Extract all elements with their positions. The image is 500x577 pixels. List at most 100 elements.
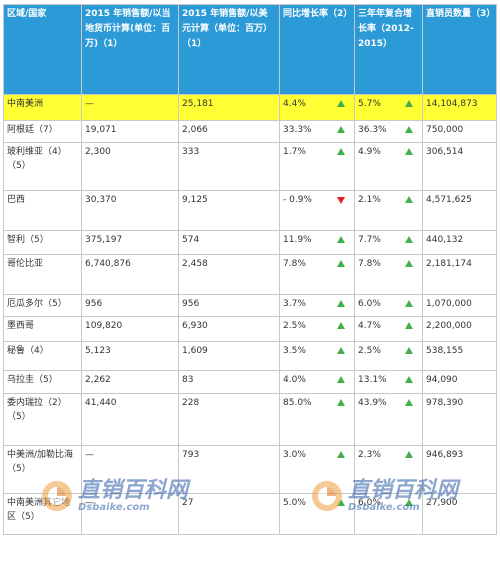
yoy-cell: 85.0% bbox=[279, 393, 355, 446]
cagr-cell: 6.0% bbox=[354, 294, 423, 317]
cagr-cell: 6.0% bbox=[354, 493, 423, 535]
yoy-cell-value: 4.4% bbox=[283, 99, 306, 109]
region-cell-value: 玻利维亚（4）（5） bbox=[7, 147, 67, 171]
yoy-cell-value: 5.0% bbox=[283, 498, 306, 508]
arrow-up-icon bbox=[405, 260, 413, 267]
usd-sales-cell-value: 83 bbox=[182, 375, 194, 385]
region-cell-value: 中南美洲其它地区（5） bbox=[7, 498, 71, 522]
reps-cell-value: 538,155 bbox=[426, 346, 464, 356]
arrow-up-icon bbox=[405, 376, 413, 383]
reps-cell: 4,571,625 bbox=[422, 190, 497, 231]
arrow-up-icon bbox=[337, 322, 345, 329]
header-reps: 直销员数量（3） bbox=[422, 4, 497, 95]
header-yoy-growth: 同比增长率（2） bbox=[279, 4, 355, 95]
usd-sales-cell: 25,181 bbox=[178, 94, 280, 121]
local-sales-cell: 5,123 bbox=[81, 341, 179, 371]
cagr-cell-value: 2.5% bbox=[358, 346, 381, 356]
table-row: 乌拉圭（5） 2,262 83 4.0% 13.1% 94,090 bbox=[3, 370, 497, 394]
local-sales-cell-value: 956 bbox=[85, 299, 103, 309]
reps-cell-value: 440,132 bbox=[426, 235, 464, 245]
cagr-cell-value: 6.0% bbox=[358, 299, 381, 309]
region-cell-value: 委内瑞拉（2）（5） bbox=[7, 398, 67, 422]
yoy-cell: 4.4% bbox=[279, 94, 355, 121]
reps-cell-value: 306,514 bbox=[426, 147, 464, 157]
sales-table: 区域/国家 2015 年销售额/以当地货币计算(单位：百万)（1） 2015 年… bbox=[3, 4, 497, 535]
region-cell: 巴西 bbox=[3, 190, 82, 231]
local-sales-cell: — bbox=[81, 493, 179, 535]
usd-sales-cell-value: 2,066 bbox=[182, 125, 208, 135]
usd-sales-cell-value: 333 bbox=[182, 147, 200, 157]
usd-sales-cell: 2,066 bbox=[178, 120, 280, 143]
local-sales-cell: 41,440 bbox=[81, 393, 179, 446]
cagr-cell: 2.3% bbox=[354, 445, 423, 494]
usd-sales-cell: 9,125 bbox=[178, 190, 280, 231]
yoy-cell: 33.3% bbox=[279, 120, 355, 143]
reps-cell: 94,090 bbox=[422, 370, 497, 394]
yoy-cell: 1.7% bbox=[279, 142, 355, 191]
usd-sales-cell-value: 2,458 bbox=[182, 259, 208, 269]
reps-cell-value: 946,893 bbox=[426, 450, 464, 460]
cagr-cell: 2.1% bbox=[354, 190, 423, 231]
region-cell: 乌拉圭（5） bbox=[3, 370, 82, 394]
local-sales-cell: — bbox=[81, 445, 179, 494]
yoy-cell: 5.0% bbox=[279, 493, 355, 535]
table-row: 中南美洲 — 25,181 4.4% 5.7% 14,104,873 bbox=[3, 94, 497, 121]
region-cell: 阿根廷（7） bbox=[3, 120, 82, 143]
arrow-up-icon bbox=[405, 322, 413, 329]
local-sales-cell-value: 109,820 bbox=[85, 321, 123, 331]
table-row: 哥伦比亚 6,740,876 2,458 7.8% 7.8% 2,181,174 bbox=[3, 254, 497, 295]
yoy-cell: 3.7% bbox=[279, 294, 355, 317]
region-cell-value: 中美洲/加勒比海（5） bbox=[7, 450, 74, 474]
table-row: 墨西哥 109,820 6,930 2.5% 4.7% 2,200,000 bbox=[3, 316, 497, 342]
cagr-cell-value: 2.1% bbox=[358, 195, 381, 205]
usd-sales-cell: 6,930 bbox=[178, 316, 280, 342]
reps-cell: 14,104,873 bbox=[422, 94, 497, 121]
reps-cell-value: 94,090 bbox=[426, 375, 458, 385]
yoy-cell-value: 3.5% bbox=[283, 346, 306, 356]
usd-sales-cell-value: 27 bbox=[182, 498, 194, 508]
reps-cell-value: 978,390 bbox=[426, 398, 464, 408]
yoy-cell-value: 1.7% bbox=[283, 147, 306, 157]
local-sales-cell-value: 2,300 bbox=[85, 147, 111, 157]
cagr-cell-value: 6.0% bbox=[358, 498, 381, 508]
region-cell: 中南美洲 bbox=[3, 94, 82, 121]
cagr-cell-value: 43.9% bbox=[358, 398, 387, 408]
arrow-up-icon bbox=[405, 347, 413, 354]
region-cell-value: 智利（5） bbox=[7, 235, 49, 245]
region-cell: 玻利维亚（4）（5） bbox=[3, 142, 82, 191]
region-cell-value: 哥伦比亚 bbox=[7, 259, 44, 269]
local-sales-cell-value: — bbox=[85, 450, 94, 460]
yoy-cell-value: 3.0% bbox=[283, 450, 306, 460]
cagr-cell-value: 2.3% bbox=[358, 450, 381, 460]
region-cell-value: 中南美洲 bbox=[7, 99, 44, 109]
region-cell-value: 巴西 bbox=[7, 195, 26, 205]
region-cell: 墨西哥 bbox=[3, 316, 82, 342]
header-region: 区域/国家 bbox=[3, 4, 82, 95]
usd-sales-cell-value: 574 bbox=[182, 235, 200, 245]
table-header-row: 区域/国家 2015 年销售额/以当地货币计算(单位：百万)（1） 2015 年… bbox=[3, 4, 497, 95]
yoy-cell: 4.0% bbox=[279, 370, 355, 394]
cagr-cell: 36.3% bbox=[354, 120, 423, 143]
arrow-up-icon bbox=[337, 399, 345, 406]
arrow-up-icon bbox=[337, 347, 345, 354]
table-row: 委内瑞拉（2）（5） 41,440 228 85.0% 43.9% 978,390 bbox=[3, 393, 497, 446]
cagr-cell-value: 4.9% bbox=[358, 147, 381, 157]
yoy-cell-value: 4.0% bbox=[283, 375, 306, 385]
cagr-cell-value: 7.8% bbox=[358, 259, 381, 269]
region-cell: 哥伦比亚 bbox=[3, 254, 82, 295]
arrow-up-icon bbox=[405, 499, 413, 506]
local-sales-cell-value: 375,197 bbox=[85, 235, 123, 245]
table-row: 秘鲁（4） 5,123 1,609 3.5% 2.5% 538,155 bbox=[3, 341, 497, 371]
arrow-up-icon bbox=[405, 236, 413, 243]
arrow-up-icon bbox=[405, 196, 413, 203]
local-sales-cell: 2,300 bbox=[81, 142, 179, 191]
yoy-cell-value: - 0.9% bbox=[283, 195, 312, 205]
region-cell: 中南美洲其它地区（5） bbox=[3, 493, 82, 535]
yoy-cell: 3.5% bbox=[279, 341, 355, 371]
cagr-cell: 4.7% bbox=[354, 316, 423, 342]
arrow-up-icon bbox=[405, 148, 413, 155]
usd-sales-cell-value: 6,930 bbox=[182, 321, 208, 331]
reps-cell: 27,900 bbox=[422, 493, 497, 535]
region-cell-value: 厄瓜多尔（5） bbox=[7, 299, 67, 309]
usd-sales-cell: 793 bbox=[178, 445, 280, 494]
